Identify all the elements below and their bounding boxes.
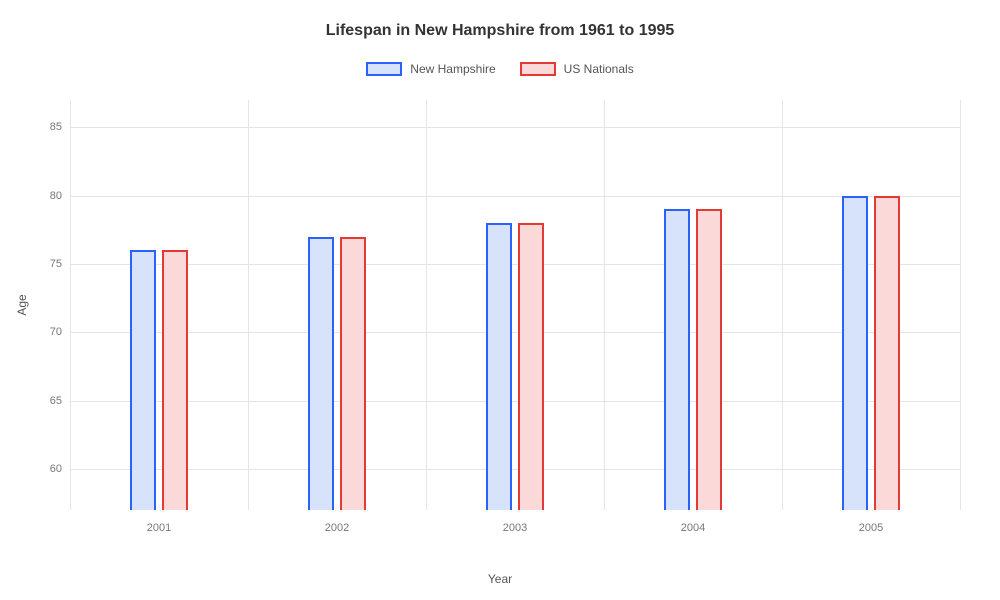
legend-label: New Hampshire	[410, 62, 495, 76]
gridline-vertical	[426, 100, 427, 510]
bar	[486, 223, 512, 510]
gridline-vertical	[70, 100, 71, 510]
x-tick-label: 2001	[147, 510, 171, 534]
gridline-horizontal	[70, 127, 960, 128]
gridline-horizontal	[70, 196, 960, 197]
bar	[518, 223, 544, 510]
gridline-vertical	[604, 100, 605, 510]
x-tick-label: 2005	[859, 510, 883, 534]
bar	[162, 250, 188, 510]
legend-item: New Hampshire	[366, 62, 495, 76]
gridline-horizontal	[70, 469, 960, 470]
x-tick-label: 2003	[503, 510, 527, 534]
gridline-vertical	[248, 100, 249, 510]
gridline-horizontal	[70, 332, 960, 333]
x-axis-title: Year	[488, 572, 512, 586]
y-tick-label: 85	[50, 121, 70, 133]
bar	[130, 250, 156, 510]
legend-swatch	[366, 62, 402, 76]
chart-title: Lifespan in New Hampshire from 1961 to 1…	[0, 0, 1000, 40]
legend: New Hampshire US Nationals	[0, 62, 1000, 76]
gridline-vertical	[782, 100, 783, 510]
legend-swatch	[520, 62, 556, 76]
y-tick-label: 60	[50, 463, 70, 475]
legend-item: US Nationals	[520, 62, 634, 76]
bar	[696, 209, 722, 510]
bar	[308, 237, 334, 510]
chart-plot-area: 60657075808520012002200320042005	[70, 100, 960, 510]
x-tick-label: 2004	[681, 510, 705, 534]
bar	[842, 196, 868, 510]
y-tick-label: 70	[50, 326, 70, 338]
bar	[874, 196, 900, 510]
gridline-horizontal	[70, 264, 960, 265]
y-tick-label: 75	[50, 258, 70, 270]
y-axis-title: Age	[15, 294, 29, 315]
bar	[340, 237, 366, 510]
plot: 60657075808520012002200320042005	[70, 100, 960, 510]
gridline-vertical	[960, 100, 961, 510]
y-tick-label: 80	[50, 190, 70, 202]
y-tick-label: 65	[50, 395, 70, 407]
x-tick-label: 2002	[325, 510, 349, 534]
gridline-horizontal	[70, 401, 960, 402]
legend-label: US Nationals	[564, 62, 634, 76]
bar	[664, 209, 690, 510]
